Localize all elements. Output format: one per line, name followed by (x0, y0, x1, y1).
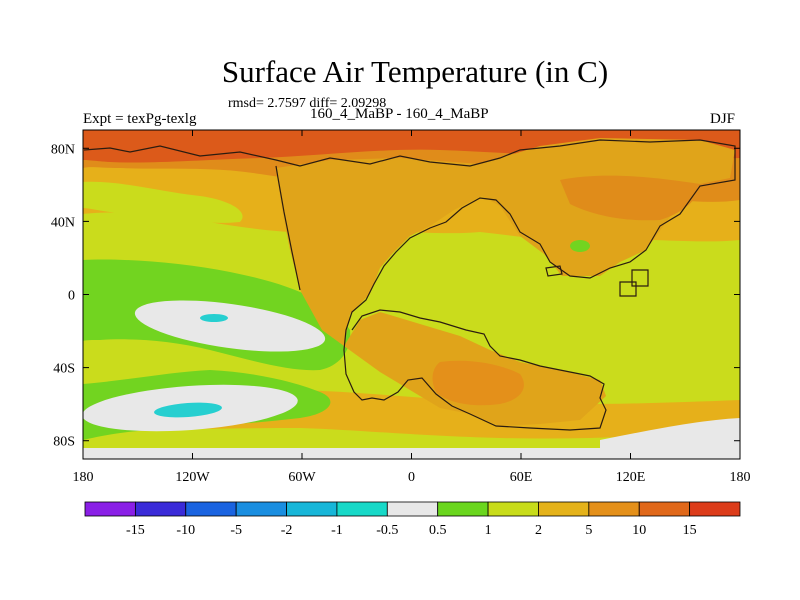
colorbar-swatch (286, 501, 338, 517)
island-outline-1 (545, 265, 563, 277)
colorbar-label: -5 (230, 523, 242, 538)
y-tick-label: 40S (53, 362, 75, 377)
region-cold-core-2 (154, 402, 222, 418)
experiment-label: Expt = texPg-texlg (83, 111, 197, 127)
colorbar-label: 5 (585, 523, 592, 538)
colorbar-swatch (134, 501, 187, 517)
colorbar-swatch (638, 501, 691, 517)
region-land-south-warm (432, 360, 524, 406)
region-land-north-warm (560, 175, 700, 221)
y-tick-label: 80N (51, 142, 75, 157)
colorbar-swatch (84, 501, 136, 517)
colorbar-label: 15 (683, 523, 697, 538)
island-outline-3 (631, 269, 649, 287)
colorbar: -15 -10 -5 -2 -1 -0.5 0.5 1 2 5 10 15 (84, 501, 741, 538)
colorbar-swatch (588, 501, 640, 517)
colorbar-swatch (235, 501, 287, 517)
x-axis: 180 120W 60W 0 60E 120E 180 (73, 130, 751, 485)
chart-title: Surface Air Temperature (in C) (221, 54, 609, 89)
colorbar-label: 2 (535, 523, 542, 538)
island-outline-2 (619, 281, 637, 297)
colorbar-swatch (437, 501, 489, 517)
region-north-pacific-cool (83, 181, 243, 223)
colorbar-swatch (336, 501, 388, 517)
colorbar-swatch (538, 501, 590, 517)
colorbar-swatch (185, 501, 237, 517)
x-tick-label: 180 (73, 470, 94, 485)
colorbar-label: 10 (632, 523, 646, 538)
x-tick-label: 120W (175, 470, 210, 485)
colorbar-swatch (487, 501, 539, 517)
temperature-field (83, 130, 740, 459)
region-south-pacific-white (134, 300, 326, 352)
x-tick-label: 120E (616, 470, 646, 485)
colorbar-label: -15 (126, 523, 145, 538)
y-tick-label: 80S (53, 435, 75, 450)
x-tick-label: 60E (510, 470, 533, 485)
rmsd-diff-stats: rmsd= 2.7597 diff= 2.09298 (228, 96, 387, 111)
colorbar-swatch (689, 501, 741, 517)
y-tick-label: 40N (51, 215, 75, 230)
colorbar-label: -2 (281, 523, 293, 538)
x-tick-label: 60W (288, 470, 316, 485)
y-axis: 80N 40N 0 40S 80S (51, 142, 740, 450)
season-label: DJF (710, 111, 736, 127)
colorbar-label: -0.5 (376, 523, 398, 538)
y-tick-label: 0 (68, 289, 75, 304)
colorbar-label: 0.5 (429, 523, 447, 538)
coastline (83, 139, 736, 431)
region-land-green-spot (570, 240, 590, 252)
colorbar-swatch (386, 501, 439, 517)
colorbar-label: -1 (331, 523, 343, 538)
experiment-subtitle: 160_4_MaBP - 160_4_MaBP (310, 106, 489, 122)
x-tick-label: 180 (730, 470, 751, 485)
colorbar-label: 1 (485, 523, 492, 538)
colorbar-label: -10 (176, 523, 195, 538)
x-tick-label: 0 (408, 470, 415, 485)
region-cold-core-1 (200, 314, 228, 322)
